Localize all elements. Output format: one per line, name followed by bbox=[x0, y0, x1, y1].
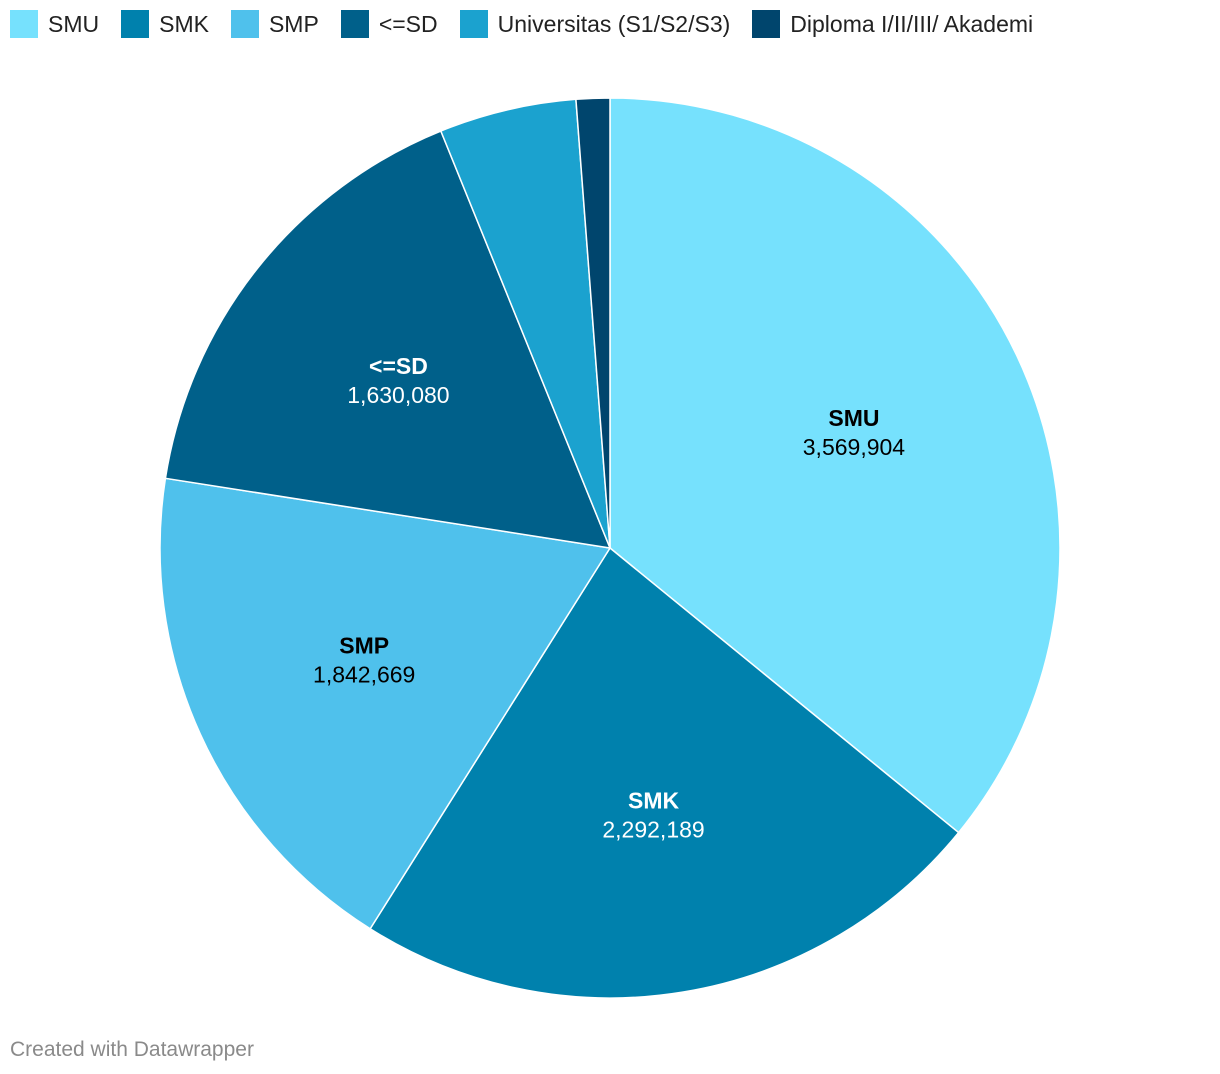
legend-label-universitas: Universitas (S1/S2/S3) bbox=[497, 10, 731, 37]
slice-value-smk: 2,292,189 bbox=[602, 816, 704, 842]
pie-slice-smu bbox=[609, 97, 1061, 834]
legend-swatch-sd bbox=[340, 10, 369, 38]
slice-value-sd: 1,630,080 bbox=[347, 382, 449, 408]
legend-swatch-universitas bbox=[459, 10, 488, 38]
legend-label-smp: SMP bbox=[268, 10, 319, 37]
legend-item-sd: <=SD bbox=[340, 10, 438, 38]
legend-label-smu: SMU bbox=[48, 10, 100, 37]
legend-swatch-smk bbox=[121, 10, 150, 38]
legend-swatch-smp bbox=[230, 10, 259, 38]
legend-swatch-diploma bbox=[752, 10, 781, 38]
slice-label-smk: SMK bbox=[628, 787, 680, 813]
pie-slice-smk bbox=[369, 546, 960, 999]
legend-item-smk: SMK bbox=[121, 10, 209, 38]
legend-label-smk: SMK bbox=[159, 10, 209, 37]
pie-slice-smp bbox=[159, 477, 612, 930]
legend-item-smp: SMP bbox=[230, 10, 319, 38]
pie-slice-sd bbox=[164, 130, 612, 549]
legend-label-diploma: Diploma I/II/III/ Akademi bbox=[790, 10, 1034, 37]
legend-item-diploma: Diploma I/II/III/ Akademi bbox=[752, 10, 1033, 38]
datawrapper-credit: Created with Datawrapper bbox=[10, 1038, 254, 1061]
legend-label-sd: <=SD bbox=[378, 10, 438, 37]
legend-item-universitas: Universitas (S1/S2/S3) bbox=[459, 10, 731, 38]
slice-label-sd: <=SD bbox=[369, 353, 428, 379]
chart-legend: SMU SMK SMP <=SD Universitas (S1/S2/S3) … bbox=[10, 8, 1033, 40]
legend-swatch-smu bbox=[10, 10, 38, 38]
slice-value-smu: 3,569,904 bbox=[803, 434, 906, 460]
slice-value-smp: 1,842,669 bbox=[313, 662, 415, 688]
slice-label-smp: SMP bbox=[339, 633, 389, 659]
pie-slice-diploma-i-ii-iii-akademi bbox=[575, 97, 611, 549]
legend-item-smu: SMU bbox=[10, 10, 99, 38]
slice-label-smu: SMU bbox=[828, 405, 879, 431]
